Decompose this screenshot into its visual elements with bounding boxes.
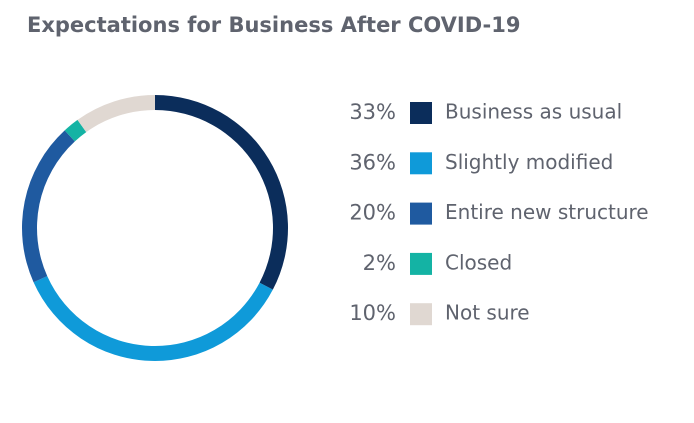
donut-slice	[155, 95, 288, 290]
donut-slice	[77, 95, 155, 133]
legend-label: Not sure	[445, 301, 530, 325]
legend-label: Closed	[445, 250, 512, 274]
legend-swatch	[410, 303, 432, 326]
value-label: 20%	[349, 201, 396, 225]
donut-slice	[64, 119, 87, 142]
value-label: 10%	[349, 301, 396, 325]
donut-slice	[21, 130, 75, 283]
donut-slice	[33, 276, 273, 361]
legend-swatch	[410, 152, 432, 175]
value-label: 36%	[349, 150, 396, 174]
chart-title: Expectations for Business After COVID-19	[27, 13, 521, 37]
value-label: 33%	[349, 100, 396, 124]
legend-label: Slightly modified	[445, 150, 613, 174]
legend-label: Business as usual	[445, 100, 622, 124]
legend-swatch	[410, 202, 432, 225]
legend-label: Entire new structure	[445, 200, 649, 224]
legend-swatch	[410, 252, 432, 275]
value-label: 2%	[363, 251, 396, 275]
legend-swatch	[410, 102, 432, 124]
